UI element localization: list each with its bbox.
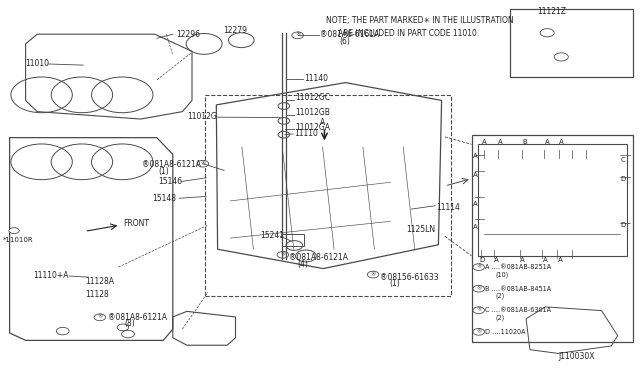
Text: (8): (8) xyxy=(125,319,136,328)
Text: ®081A8-6121A: ®081A8-6121A xyxy=(108,313,166,322)
Bar xyxy=(478,144,627,256)
Text: 11012GA: 11012GA xyxy=(296,123,331,132)
Circle shape xyxy=(286,241,303,250)
Text: A: A xyxy=(473,224,477,230)
Text: A: A xyxy=(520,257,524,263)
Text: ®: ® xyxy=(97,315,102,320)
Text: 11128A: 11128A xyxy=(85,277,114,286)
Circle shape xyxy=(473,264,484,270)
Text: 11128: 11128 xyxy=(85,290,109,299)
Text: (1): (1) xyxy=(158,167,169,176)
Text: 11010: 11010 xyxy=(26,60,50,68)
Text: A: A xyxy=(473,201,477,207)
Text: ®: ® xyxy=(295,33,300,38)
Text: (4): (4) xyxy=(298,260,308,269)
Text: 11121Z: 11121Z xyxy=(538,7,566,16)
Text: (6): (6) xyxy=(339,37,350,46)
Text: ®08156-61633: ®08156-61633 xyxy=(380,273,438,282)
Text: 11140: 11140 xyxy=(304,74,328,83)
Circle shape xyxy=(473,285,484,292)
Circle shape xyxy=(277,251,289,258)
Text: D ....11020A: D ....11020A xyxy=(485,329,525,335)
Circle shape xyxy=(122,330,134,338)
Text: *11010R: *11010R xyxy=(3,237,34,243)
Text: ®: ® xyxy=(476,264,481,270)
Text: 11012GC: 11012GC xyxy=(296,93,331,102)
Text: ®081A8-6121A: ®081A8-6121A xyxy=(289,253,348,262)
Text: ®: ® xyxy=(476,308,481,313)
Text: 11012GB: 11012GB xyxy=(296,108,330,117)
Text: (1): (1) xyxy=(389,279,400,288)
Text: ®: ® xyxy=(476,329,481,334)
Text: (2): (2) xyxy=(496,293,505,299)
Circle shape xyxy=(296,250,316,262)
Circle shape xyxy=(473,307,484,314)
Circle shape xyxy=(197,160,209,167)
Text: 15241: 15241 xyxy=(260,231,284,240)
Text: FRONT: FRONT xyxy=(124,219,150,228)
Text: A: A xyxy=(543,257,547,263)
Circle shape xyxy=(278,131,290,138)
Circle shape xyxy=(473,328,484,335)
Text: 15148: 15148 xyxy=(152,194,177,203)
Text: ®: ® xyxy=(476,286,481,291)
Bar xyxy=(282,234,304,246)
Bar xyxy=(472,135,633,342)
Circle shape xyxy=(94,314,106,321)
Text: 11110+A: 11110+A xyxy=(33,271,68,280)
Text: A ....®081AB-8251A: A ....®081AB-8251A xyxy=(485,264,552,270)
Text: 1125LN: 1125LN xyxy=(406,225,436,234)
Text: B ....®081AB-8451A: B ....®081AB-8451A xyxy=(485,286,552,292)
Circle shape xyxy=(9,228,19,234)
Circle shape xyxy=(292,32,303,39)
Text: D: D xyxy=(621,222,626,228)
Text: A: A xyxy=(473,153,477,159)
Circle shape xyxy=(56,327,69,335)
Text: NOTE; THE PART MARKED✳ IN THE ILLUSTRATION
     ARE INCLUDED IN PART CODE 11010.: NOTE; THE PART MARKED✳ IN THE ILLUSTRATI… xyxy=(326,16,514,38)
Text: D: D xyxy=(479,257,484,263)
Bar xyxy=(205,95,451,296)
Text: ®: ® xyxy=(371,272,376,277)
Text: A: A xyxy=(493,257,498,263)
Text: (2): (2) xyxy=(496,314,505,321)
Text: ®: ® xyxy=(280,252,285,257)
Text: A: A xyxy=(557,257,562,263)
Text: A: A xyxy=(498,140,502,145)
Circle shape xyxy=(278,118,290,124)
Text: 11012G: 11012G xyxy=(188,112,217,121)
Bar xyxy=(510,9,633,77)
Text: ®081A8-6121A: ®081A8-6121A xyxy=(142,160,201,169)
Text: ®: ® xyxy=(200,161,205,166)
Circle shape xyxy=(117,324,129,331)
Text: 11110: 11110 xyxy=(294,129,318,138)
Text: C ....®081AB-6301A: C ....®081AB-6301A xyxy=(485,307,551,313)
Text: (10): (10) xyxy=(496,271,509,278)
Text: C: C xyxy=(621,157,625,163)
Text: 11114: 11114 xyxy=(436,203,460,212)
Text: ®081A6-6161A: ®081A6-6161A xyxy=(320,30,380,39)
Text: 12279: 12279 xyxy=(223,26,246,35)
Text: A: A xyxy=(320,118,325,126)
Text: A: A xyxy=(559,140,564,145)
Text: B: B xyxy=(522,140,527,145)
Text: A: A xyxy=(545,140,549,145)
Text: D: D xyxy=(621,176,626,182)
Circle shape xyxy=(278,103,290,109)
Text: 12296: 12296 xyxy=(177,30,201,39)
Text: 15146: 15146 xyxy=(158,177,182,186)
Circle shape xyxy=(367,271,379,278)
Text: A: A xyxy=(482,140,486,145)
Text: A: A xyxy=(473,172,477,178)
Text: J110030X: J110030X xyxy=(558,352,595,361)
